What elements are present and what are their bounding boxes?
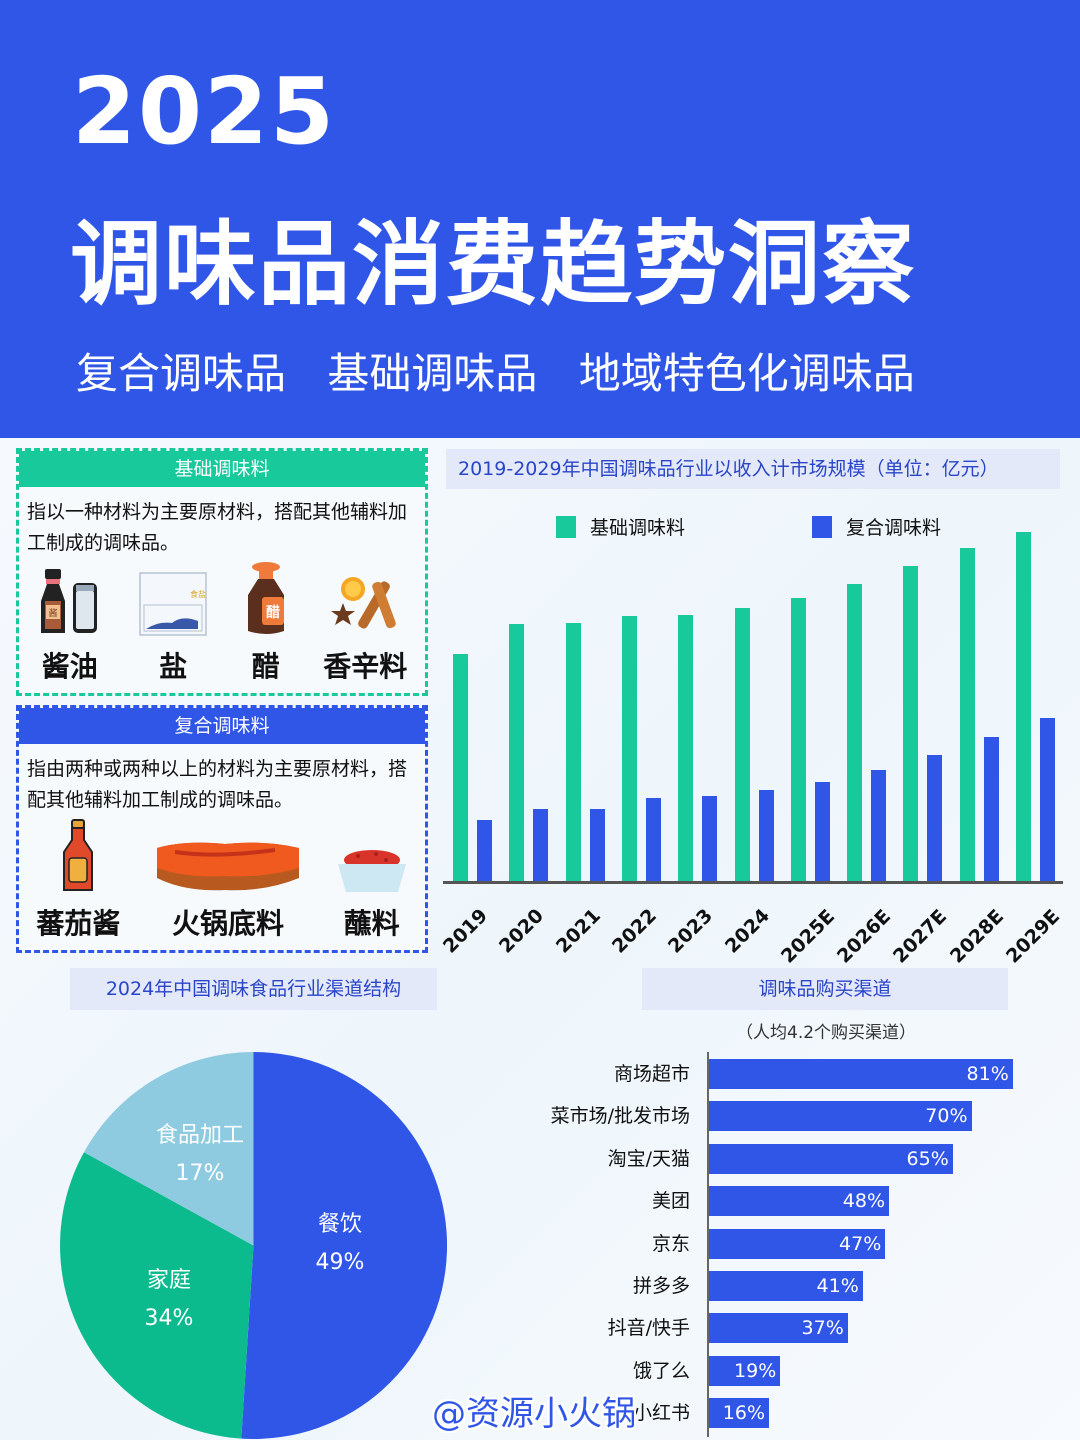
channel-bar: 48% (709, 1186, 889, 1217)
bar-basic (734, 607, 750, 884)
card-description: 指以一种材料为主要原材料，搭配其他辅料加工制成的调味品。 (27, 501, 408, 554)
channel-structure-pie-chart (60, 1052, 447, 1439)
bar-label: 饿了么 (632, 1359, 690, 1382)
svg-text:酱: 酱 (48, 607, 57, 619)
bar-label: 美团 (651, 1190, 690, 1213)
item-label: 蕃茄酱 (36, 907, 121, 940)
hero-banner: 2025 调味品消费趋势洞察 复合调味品 基础调味品 地域特色化调味品 (0, 0, 1080, 438)
bar-basic (959, 548, 975, 884)
hotpot-base-icon (155, 818, 301, 894)
purchase-channel-subtitle: （人均4.2个购买渠道） (736, 1023, 917, 1043)
pie-label-household: 家庭 34% (144, 1268, 194, 1331)
svg-text:食盐: 食盐 (190, 589, 206, 599)
item-salt: 食盐 盐 (138, 561, 208, 685)
channel-bar: 70% (709, 1101, 972, 1132)
legend-swatch-green (556, 515, 576, 538)
bar-basic (903, 565, 919, 884)
card-description: 指由两种或两种以上的材料为主要原材料，搭配其他辅料加工制成的调味品。 (27, 758, 408, 811)
bar-basic (1016, 532, 1031, 884)
bar-basic (678, 615, 694, 884)
channel-bar: 37% (709, 1313, 848, 1344)
item-ketchup: 蕃茄酱 (36, 818, 120, 942)
item-soy-sauce: 酱 酱油 (37, 561, 103, 685)
bar-basic (621, 616, 637, 884)
bar-basic (847, 583, 863, 884)
item-spices: 香辛料 (323, 561, 407, 685)
channel-bar: 16% (709, 1398, 769, 1429)
pie-slice-household (60, 1152, 254, 1439)
bar-compound (589, 809, 605, 884)
hero-title: 调味品消费趋势洞察 (70, 211, 917, 318)
bar-basic (453, 654, 468, 884)
item-vinegar: 醋 醋 (244, 561, 288, 685)
legend-label: 复合调味料 (846, 517, 942, 539)
bar-label: 菜市场/批发市场 (550, 1105, 690, 1128)
item-dipping-sauce: 蘸料 (336, 818, 408, 942)
bar-compound (702, 796, 718, 884)
market-size-chart-title: 2019-2029年中国调味品行业以收入计市场规模（单位：亿元） (446, 449, 1060, 489)
hero-subtitle: 地域特色化调味品 (578, 349, 915, 398)
bar-compound (645, 798, 661, 884)
bar-label: 抖音/快手 (607, 1317, 690, 1340)
svg-text:醋: 醋 (266, 604, 280, 621)
bar-label: 小红书 (632, 1402, 690, 1425)
item-label: 香辛料 (323, 650, 408, 683)
bar-basic (565, 623, 581, 884)
soy-sauce-bottle-icon: 酱 (37, 561, 103, 637)
bar-label: 拼多多 (632, 1275, 690, 1297)
channel-bar: 47% (709, 1228, 886, 1259)
channel-bar: 81% (709, 1059, 1013, 1089)
channel-structure-chart-title: 2024年中国调味食品行业渠道结构 (70, 968, 437, 1010)
item-label: 酱油 (41, 650, 98, 683)
channel-bar: 65% (709, 1143, 953, 1174)
bar-compound (1040, 718, 1055, 884)
legend-item-compound: 复合调味料 (812, 513, 941, 540)
legend-label: 基础调味料 (590, 517, 686, 539)
item-label: 蘸料 (343, 907, 400, 940)
card-header: 基础调味料 (19, 451, 425, 487)
y-axis-line (707, 1052, 709, 1437)
bar-label: 京东 (651, 1232, 690, 1255)
bar-compound (927, 754, 943, 884)
legend-item-basic: 基础调味料 (556, 513, 685, 540)
purchase-channel-chart-title: 调味品购买渠道 (642, 968, 1008, 1010)
hero-subtitles: 复合调味品 基础调味品 地域特色化调味品 (76, 340, 943, 401)
card-header: 复合调味料 (19, 708, 425, 744)
bar-basic (790, 597, 806, 884)
hero-subtitle: 复合调味品 (76, 349, 287, 398)
legend-swatch-blue (812, 515, 832, 538)
item-hotpot-base: 火锅底料 (155, 818, 301, 942)
hero-subtitle: 基础调味品 (327, 349, 538, 398)
spices-icon (329, 561, 401, 637)
hero-year: 2025 (72, 58, 337, 165)
pie-label-food-processing: 食品加工 17% (155, 1123, 244, 1186)
channel-bar: 19% (709, 1355, 781, 1386)
salt-bag-icon: 食盐 (138, 561, 208, 637)
bar-compound (814, 781, 830, 884)
basic-seasoning-card: 基础调味料 指以一种材料为主要原材料，搭配其他辅料加工制成的调味品。 酱 酱油 (16, 448, 428, 696)
bar-compound (533, 809, 549, 884)
pie-label-catering: 餐饮 49% (315, 1212, 365, 1275)
ketchup-bottle-icon (60, 818, 96, 894)
bar-compound (477, 820, 492, 884)
bar-compound (983, 737, 999, 884)
bar-compound (758, 789, 774, 884)
pie-slice-food-processing (83, 1052, 254, 1246)
market-size-bar-chart (443, 520, 1063, 884)
item-label: 醋 (251, 650, 280, 683)
channel-bar: 41% (709, 1271, 863, 1301)
bar-compound (871, 769, 887, 884)
vinegar-bottle-icon: 醋 (244, 561, 288, 637)
x-axis-line (443, 881, 1063, 884)
item-label: 火锅底料 (171, 907, 284, 940)
bar-label: 商场超市 (613, 1063, 690, 1085)
bar-basic (509, 624, 525, 884)
item-label: 盐 (159, 650, 188, 683)
pie-slice-catering (241, 1052, 447, 1439)
compound-seasoning-card: 复合调味料 指由两种或两种以上的材料为主要原材料，搭配其他辅料加工制成的调味品。… (16, 705, 428, 953)
dipping-sauce-bowl-icon (336, 818, 408, 894)
bar-label: 淘宝/天猫 (607, 1147, 690, 1170)
watermark: @资源小火锅 (432, 1394, 636, 1434)
